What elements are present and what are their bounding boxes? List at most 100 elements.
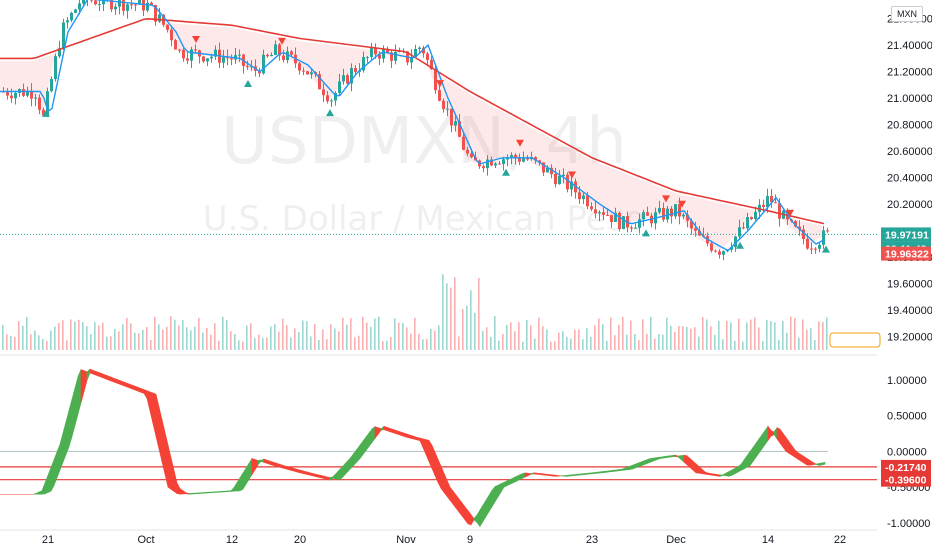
candle [122, 0, 125, 16]
oscillator-ribbon [764, 425, 769, 446]
oscillator-ribbon [665, 455, 670, 459]
oscillator-ribbon [359, 440, 364, 460]
volume-bar [538, 317, 540, 350]
oscillator-ribbon [59, 432, 64, 471]
candle [414, 44, 417, 58]
oscillator-ribbon [572, 474, 577, 477]
oscillator-ribbon [371, 426, 376, 444]
oscillator-ribbon [182, 490, 187, 495]
volume-bar [26, 317, 28, 350]
candle [14, 90, 17, 105]
candle [258, 67, 261, 78]
oscillator-ribbon [221, 490, 226, 493]
oscillator-ribbon [650, 457, 655, 463]
oscillator-ribbon [164, 432, 169, 488]
volume-bar [406, 327, 408, 350]
volume-bar [730, 322, 732, 350]
buy-signal-marker [502, 168, 510, 176]
oscillator-ribbon [632, 463, 637, 470]
candle [302, 67, 305, 76]
volume-bar [70, 319, 72, 350]
volume-bar [690, 328, 692, 350]
oscillator-ribbon [44, 475, 49, 495]
oscillator-ribbon [41, 482, 46, 495]
volume-bar [174, 319, 176, 350]
buy-signal-marker [736, 241, 744, 249]
oscillator-ribbon [209, 491, 214, 494]
volume-bar [574, 329, 576, 350]
volume-bar [390, 337, 392, 350]
oscillator-ribbon [686, 455, 691, 469]
volume-bar [710, 326, 712, 350]
oscillator-ribbon [731, 467, 736, 476]
volume-bar [706, 319, 708, 350]
oscillator-pane[interactable] [0, 368, 877, 528]
volume-bar [146, 326, 148, 350]
candle [182, 45, 185, 62]
candle [450, 108, 453, 133]
oscillator-ribbon [557, 475, 562, 477]
oscillator-ribbon [545, 473, 550, 476]
indicator-badge[interactable] [829, 332, 881, 348]
price-axis[interactable]: 21.6000021.4000021.2000021.0000020.80000… [881, 14, 932, 530]
candle [62, 18, 65, 51]
candle [18, 88, 21, 97]
volume-bar [746, 322, 748, 350]
candle [50, 76, 53, 93]
oscillator-ribbon [548, 474, 553, 477]
oscillator-ribbon [725, 471, 730, 477]
volume-bar [586, 328, 588, 350]
candle [102, 0, 105, 12]
volume-bar [206, 327, 208, 350]
price-pane[interactable] [0, 0, 877, 356]
candle [66, 17, 69, 29]
volume-bar [754, 317, 756, 350]
volume-bar [550, 341, 552, 350]
oscillator-ribbon [110, 376, 115, 383]
oscillator-ribbon [269, 460, 274, 466]
candle [454, 114, 457, 132]
oscillator-ribbon [158, 406, 163, 462]
oscillator-ribbon [470, 513, 475, 526]
oscillator-ribbon [605, 470, 610, 473]
oscillator-ribbon [74, 376, 79, 426]
oscillator-ribbon [416, 436, 421, 442]
oscillator-ribbon [275, 462, 280, 468]
candle [146, 0, 149, 13]
candle [334, 91, 337, 106]
volume-bar [474, 312, 476, 350]
candle [278, 42, 281, 61]
oscillator-ribbon [680, 454, 685, 463]
volume-bar [426, 338, 428, 350]
oscillator-ribbon [413, 435, 418, 441]
volume-bar [162, 329, 164, 350]
oscillator-ribbon [194, 492, 199, 495]
oscillator-ribbon [365, 432, 370, 452]
oscillator-ribbon [611, 469, 616, 472]
volume-bar [798, 337, 800, 350]
oscillator-ribbon [257, 459, 262, 466]
oscillator-ribbon [638, 461, 643, 467]
candle [190, 46, 193, 68]
volume-bar [582, 339, 584, 350]
oscillator-ribbon [710, 473, 715, 476]
oscillator-ribbon [551, 474, 556, 477]
candle [90, 0, 93, 3]
oscillator-ribbon [728, 469, 733, 477]
oscillator-ribbon [674, 454, 679, 458]
time-axis[interactable]: 21 Oct 12 20 Nov 9 23 Dec 14 22 [0, 529, 877, 546]
oscillator-ribbon [89, 368, 94, 375]
oscillator-ribbon [92, 369, 97, 376]
candle [87, 0, 88, 7]
oscillator-ribbon [749, 446, 754, 467]
candle [82, 0, 85, 7]
volume-bar [14, 336, 16, 350]
oscillator-ribbon [617, 469, 622, 472]
volume-bar [306, 321, 308, 350]
volume-bar [154, 316, 156, 350]
oscillator-ribbon [455, 494, 460, 513]
currency-badge[interactable]: MXN [891, 6, 923, 22]
volume-bar [386, 340, 388, 350]
oscillator-ribbon [101, 373, 106, 380]
